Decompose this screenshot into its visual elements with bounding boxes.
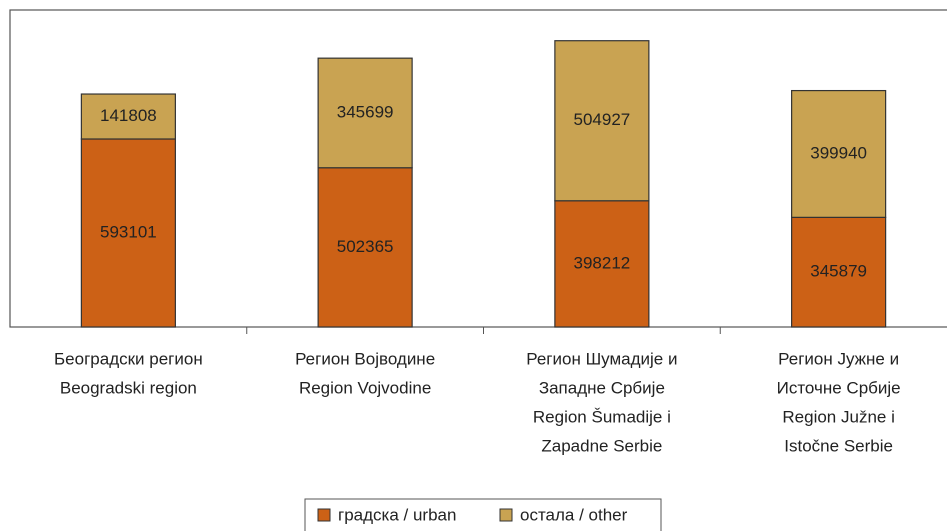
bar-segment (791, 89, 887, 218)
x-tick-label: Istočne Serbie (784, 436, 893, 455)
x-tick-label: Zapadne Serbie (541, 436, 662, 455)
x-tick-label: Region Južne i (782, 407, 894, 426)
legend-box (304, 498, 662, 531)
value-label: 398212 (574, 253, 631, 272)
x-tick-label: Источне Србије (777, 378, 901, 397)
legend-label: градска / urban (338, 505, 456, 524)
bar-segment (554, 200, 650, 328)
x-tick-label: Регион Војводине (295, 349, 435, 368)
x-tick-label: Регион Шумадије и (526, 349, 677, 368)
x-tick-label: Region Šumadije i (533, 407, 671, 426)
value-label: 399940 (810, 143, 867, 162)
legend-label: остала / other (520, 505, 628, 524)
x-tick-label: Београдски регион (54, 349, 203, 368)
value-label: 504927 (574, 110, 631, 129)
bar-segment (791, 216, 887, 328)
value-label: 593101 (100, 222, 157, 241)
plot-frame (9, 9, 947, 328)
bar-segment (554, 40, 650, 202)
legend-swatch (317, 508, 331, 522)
x-tick-label: Beogradski region (60, 378, 197, 397)
x-tick-label: Регион Јужне и (778, 349, 899, 368)
bar-segment (80, 93, 176, 140)
bar-segment (80, 138, 176, 328)
x-tick-label: Region Vojvodine (299, 378, 431, 397)
value-label: 502365 (337, 237, 394, 256)
value-label: 345879 (810, 262, 867, 281)
bar-segment (317, 57, 413, 169)
bar-segment (317, 167, 413, 328)
legend-swatch (499, 508, 513, 522)
value-label: 345699 (337, 102, 394, 121)
x-tick-label: Западне Србије (539, 378, 665, 397)
value-label: 141808 (100, 106, 157, 125)
